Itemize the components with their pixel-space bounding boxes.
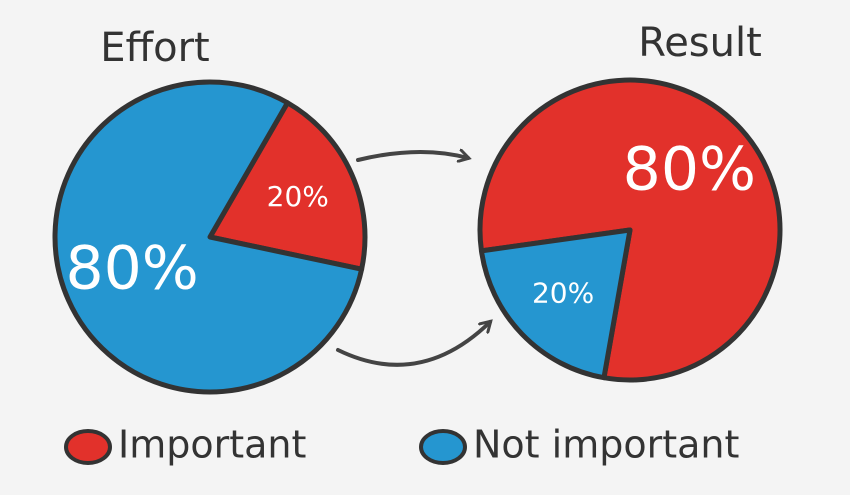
legend-label: Important	[118, 423, 306, 467]
value-label: 20%	[532, 277, 594, 310]
legend: Important Not important	[64, 423, 739, 467]
legend-swatch	[419, 429, 467, 465]
value-label: 20%	[267, 180, 329, 213]
pie-slice	[207, 100, 368, 272]
pie-title: Effort	[100, 25, 209, 71]
value-label: 80%	[65, 233, 198, 303]
value-label: 80%	[623, 134, 756, 204]
legend-label: Not important	[473, 423, 739, 467]
legend-swatch	[64, 429, 112, 465]
pie-slice	[52, 79, 365, 395]
pie-title: Result	[638, 20, 762, 66]
arrow	[356, 152, 468, 160]
pie-slice	[478, 227, 633, 381]
arrow	[336, 322, 490, 367]
